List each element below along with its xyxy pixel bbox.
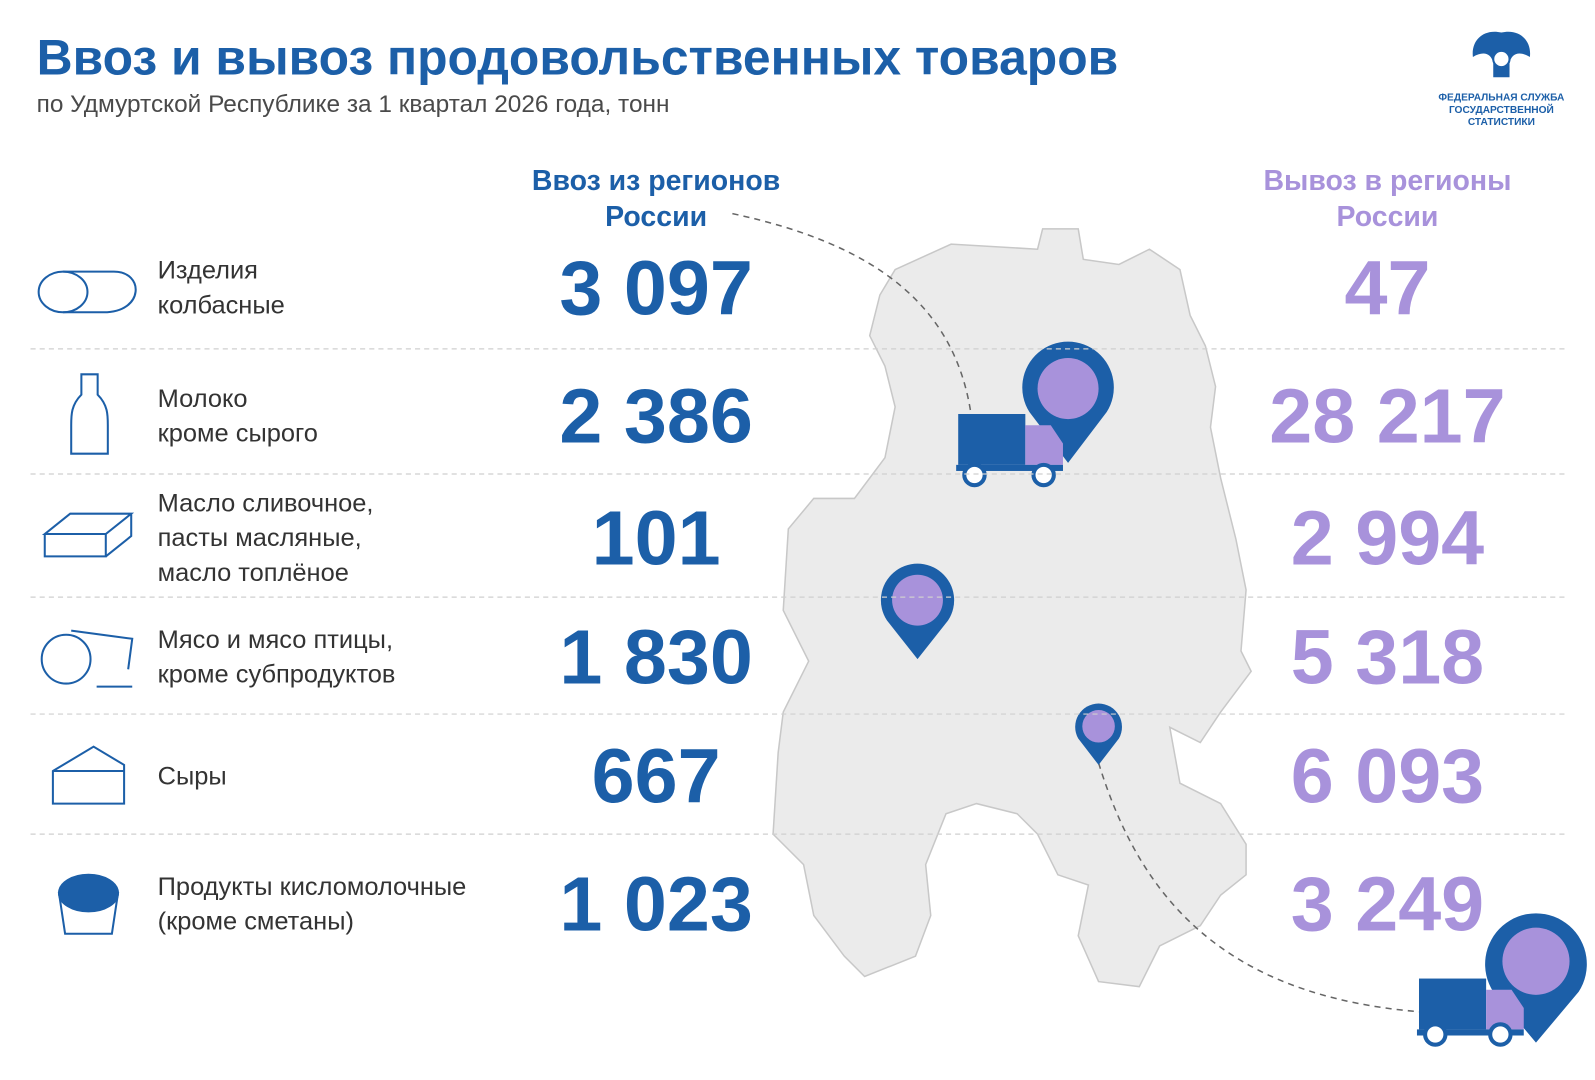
column-header: Ввоз из регионов (532, 165, 780, 197)
cheese-icon (51, 745, 126, 805)
truck-icon (1416, 978, 1524, 1047)
row-label: Сыры (158, 762, 227, 790)
export-value: 6 093 (1291, 734, 1484, 820)
truck-icon (956, 414, 1063, 488)
row-label: Масло сливочное, (158, 490, 374, 518)
row-label: кроме субпродуктов (158, 661, 396, 689)
map-pin (1075, 703, 1122, 765)
region-map (772, 228, 1253, 988)
row-label: пасты масляные, (158, 524, 362, 552)
import-value: 1 830 (559, 615, 752, 701)
logo-text: СТАТИСТИКИ (1468, 117, 1535, 128)
subtitle: по Удмуртской Республике за 1 квартал 20… (37, 91, 670, 118)
butter-icon (41, 512, 135, 558)
row-label: колбасные (158, 291, 285, 319)
import-value: 101 (592, 496, 721, 582)
logo-emblem (1472, 31, 1531, 78)
yogurt-icon (57, 873, 120, 935)
route-line (732, 212, 973, 418)
row-label: Продукты кисломолочные (158, 873, 467, 901)
sausage-icon (37, 270, 137, 314)
milk-icon (70, 373, 109, 455)
row-label: Молоко (158, 385, 248, 413)
import-value: 667 (592, 734, 721, 820)
logo-text: ГОСУДАРСТВЕННОЙ (1449, 103, 1554, 116)
title: Ввоз и вывоз продовольственных товаров (37, 29, 1119, 85)
row-label: Мясо и мясо птицы, (158, 626, 393, 654)
row-label: масло топлёное (158, 559, 349, 587)
column-header: Вывоз в регионы (1263, 165, 1511, 197)
export-value: 3 249 (1291, 862, 1484, 948)
export-value: 5 318 (1291, 615, 1484, 701)
import-value: 1 023 (559, 862, 752, 948)
column-header: России (1336, 201, 1438, 233)
export-value: 28 217 (1269, 373, 1505, 459)
meat-icon (40, 629, 134, 688)
row-label: Изделия (158, 257, 258, 285)
row-label: (кроме сметаны) (158, 908, 354, 936)
export-value: 47 (1344, 245, 1430, 331)
export-value: 2 994 (1291, 496, 1484, 582)
row-label: кроме сырого (158, 419, 318, 447)
import-value: 2 386 (559, 373, 752, 459)
logo-text: ФЕДЕРАЛЬНАЯ СЛУЖБА (1438, 93, 1565, 104)
column-header: России (605, 201, 707, 233)
import-value: 3 097 (559, 245, 752, 331)
map-pin (880, 563, 955, 660)
route-line (1097, 762, 1425, 1013)
